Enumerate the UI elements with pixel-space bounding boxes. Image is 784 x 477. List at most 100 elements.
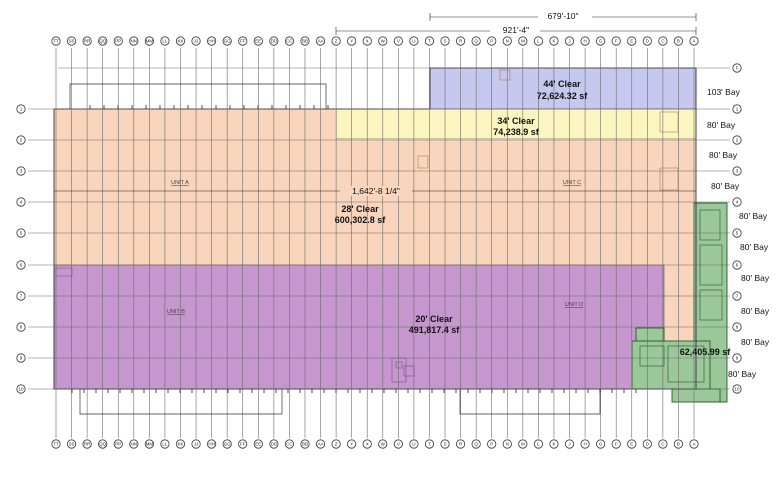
column-bubble-bottom: M [518,439,528,449]
column-bubble-bottom: BB [300,439,310,449]
column-bubble-bottom-text: Y [350,442,353,447]
column-bubble-top: BB [300,36,310,46]
column-bubble-bottom-text: M [521,442,525,447]
row-bubble-left: 8 [16,322,26,332]
column-bubble-top-circle [471,36,481,46]
column-bubble-bottom-circle [658,439,668,449]
row-bubble-right-text: 8 [736,325,739,330]
column-bubble-bottom-text: P [490,442,493,447]
column-bubble-top-text: K [552,39,555,44]
row-bubble-right-text: 1 [736,107,739,112]
column-bubble-bottom-circle [673,439,684,449]
column-bubble-bottom: C [658,439,668,449]
column-bubble-bottom-text: E [630,442,633,447]
column-bubble-top: T [424,36,435,46]
column-bubble-bottom-text: U [412,442,415,447]
column-bubble-bottom: GG [222,439,232,449]
column-bubble-top: E [627,36,637,46]
truck-court [69,83,601,415]
column-bubble-top-text: BB [302,39,308,44]
zone-28-area-label: 600,302.8 sf [335,215,387,225]
column-bubble-top: U [409,36,419,46]
row-bubble-right: 4 [732,197,742,207]
column-bubble-top-circle [347,36,357,46]
row-bubble-right-text: F [736,66,739,71]
column-bubble-top: PP [113,36,123,46]
column-bubble-bottom-circle [207,439,217,449]
column-bubble-top: EE [253,36,263,46]
column-bubble-top-text: FF [240,39,246,44]
row-bubble-right-text: 2 [736,138,739,143]
column-bubble-bottom-text: K [552,442,555,447]
column-bubble-top: AA [315,36,326,46]
row-bubbles-left: 1 2 3 4 5 6 7 8 9 10 [16,104,26,394]
row-bubble-right: F [732,63,742,73]
column-bubble-bottom-text: A [692,442,695,447]
column-bubble-top-circle [518,36,528,46]
column-bubble-top-text: D [646,39,650,44]
column-bubble-top-text: KK [177,39,183,44]
column-bubble-top-text: S [444,39,447,44]
column-bubble-bottom-circle [378,439,388,449]
column-bubble-bottom: H [580,439,590,449]
unit-a-label: UNIT A [171,180,189,186]
row-bubble-right-text: 10 [734,387,740,392]
column-bubble-top-text: Z [335,39,338,44]
column-bubble-top-circle [549,36,559,46]
column-bubble-top-text: V [397,39,400,44]
column-bubble-bottom-circle [642,439,652,449]
column-bubble-top: LL [160,36,170,46]
column-bubble-bottom-text: AA [318,442,324,447]
bay-label-80-7: 80' Bay [741,306,770,316]
row-bubble-left-circle [16,260,26,270]
column-bubble-bottom: Z [331,439,341,449]
column-bubble-bottom-circle [596,439,606,449]
column-bubble-top: NN [129,36,139,46]
column-bubble-bottom-text: B [677,442,680,447]
zone-34-clear [335,108,697,140]
column-bubble-top: TT [51,36,61,46]
column-bubble-top-text: MM [146,39,154,44]
row-bubble-left-circle [16,228,26,238]
zone-office-area-label: 62,405.99 sf [680,347,732,357]
row-bubble-right-circle [732,135,742,145]
column-bubble-bottom-text: LL [162,442,168,447]
column-bubble-top: Q [471,36,481,46]
column-bubble-bottom: Y [347,439,357,449]
column-bubble-bottom: W [378,439,388,449]
column-bubble-top: V [393,36,403,46]
row-bubble-left: 2 [16,135,26,145]
column-bubble-top: Y [347,36,357,46]
dock-doors [71,105,637,393]
column-bubble-top-text: G [599,39,603,44]
column-bubble-bottom-text: DD [271,442,278,447]
column-bubbles-top: TT SS RR QQ PP NN MM LL KK JJ HH GG FF EE DD CC BB AA Z Y X W… [51,36,699,46]
column-bubble-bottom: G [596,439,606,449]
row-bubble-left-text: 7 [20,294,23,299]
column-bubble-top-circle [82,36,92,46]
column-bubble-bottom: L [533,439,543,449]
column-bubble-bottom-circle [549,439,559,449]
column-bubble-top: JJ [191,36,201,46]
row-bubble-right-circle [732,384,742,394]
column-bubble-bottom: B [673,439,684,449]
column-bubble-bottom-circle [51,439,61,449]
column-bubble-top: W [378,36,388,46]
column-bubble-bottom-text: V [397,442,400,447]
column-bubble-top: P [487,36,497,46]
column-bubble-bottom-circle [300,439,310,449]
column-bubble-top-circle [175,36,186,46]
column-bubble-top-text: TT [53,39,59,44]
column-bubble-bottom-circle [331,439,341,449]
column-bubble-bottom: E [627,439,637,449]
column-bubble-top-text: NN [131,39,138,44]
column-bubble-top-text: DD [271,39,278,44]
column-bubble-bottom: QQ [98,439,108,449]
column-bubble-top-circle [642,36,652,46]
row-bubble-left: 1 [16,104,26,114]
column-bubble-bottom-text: FF [240,442,246,447]
column-bubble-bottom: PP [113,439,123,449]
column-bubble-bottom-circle [409,439,419,449]
column-bubble-bottom-circle [611,439,621,449]
column-bubble-bottom: DD [269,439,279,449]
